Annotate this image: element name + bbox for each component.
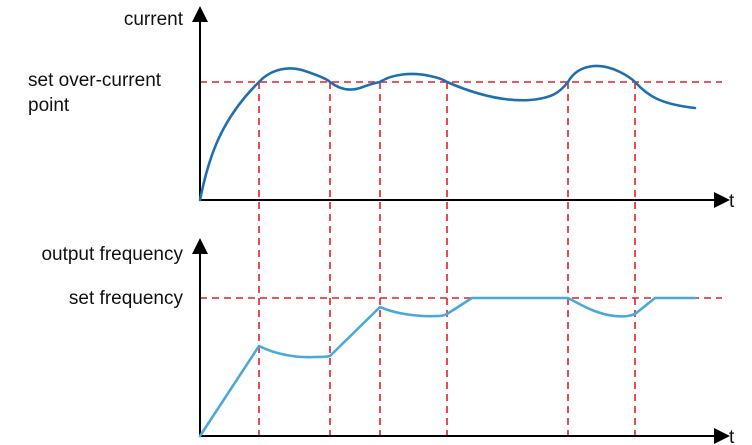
time-axis-top-label: t [729,191,735,212]
frequency-axis-label: output frequency [41,244,183,265]
current-axis-label: current [124,9,184,30]
current-curve [198,64,697,202]
overcurrent-label-line2: point [28,95,70,116]
set-frequency-label: set frequency [69,288,184,309]
overcurrent-label-line1: set over-current [28,70,162,91]
time-axis-bottom-label: t [729,427,735,445]
output-frequency-curve [198,296,697,438]
vertical-guides [258,82,636,438]
